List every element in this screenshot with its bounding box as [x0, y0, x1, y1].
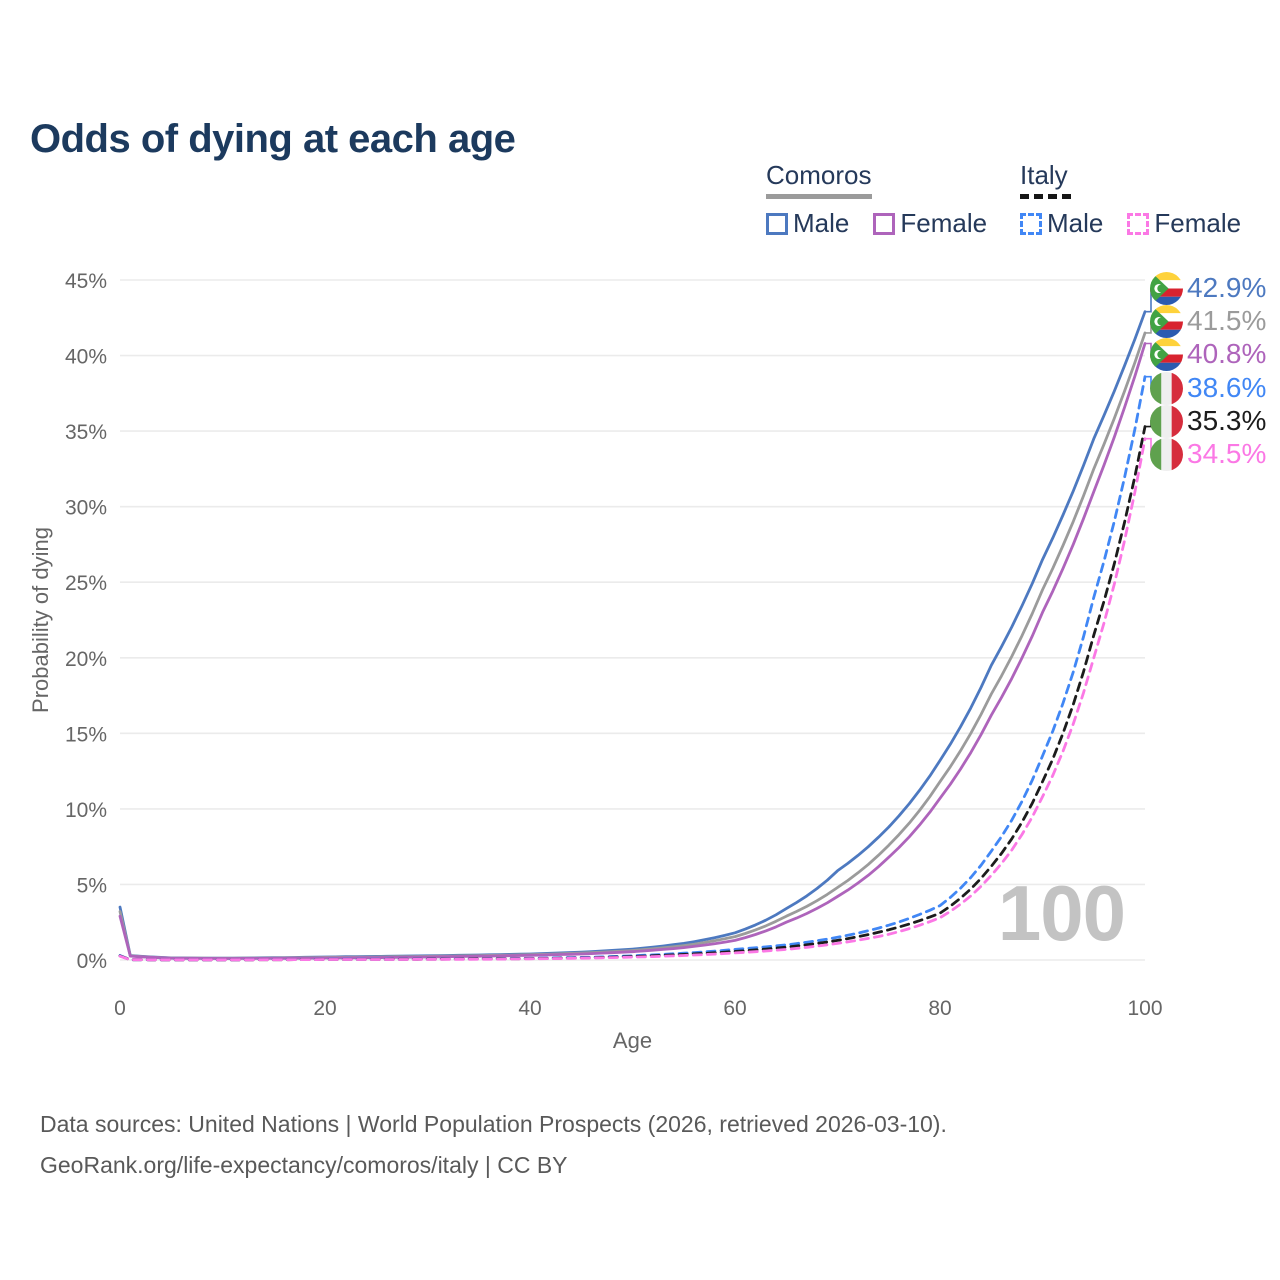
x-tick-label: 40 — [518, 997, 541, 1020]
y-tick-label: 30% — [65, 497, 107, 520]
italy-flag-icon — [1150, 404, 1183, 438]
end-value-label: 40.8% — [1187, 338, 1267, 369]
end-value-label: 35.3% — [1187, 405, 1267, 436]
series-line-comoros-male[interactable] — [118, 310, 1147, 960]
end-label-italy[interactable]: 35.3% — [1150, 404, 1266, 438]
comoros-flag-icon — [1150, 337, 1183, 371]
x-tick-label: 20 — [313, 997, 336, 1020]
y-tick-label: 0% — [77, 950, 107, 973]
italy-flag-icon — [1150, 371, 1183, 405]
comoros-flag-icon — [1150, 304, 1183, 338]
italy-female-swatch-icon — [1127, 212, 1150, 235]
legend-country-italy[interactable]: Italy — [1020, 160, 1068, 190]
legend-italy-line-swatch — [1020, 194, 1072, 199]
source-line-2[interactable]: GeoRank.org/life-expectancy/comoros/ital… — [40, 1152, 568, 1178]
legend-item-comoros-female[interactable]: Female — [873, 208, 987, 239]
series-line-italy-female[interactable] — [118, 437, 1147, 962]
legend-label: Female — [900, 208, 988, 238]
end-value-label: 34.5% — [1187, 438, 1267, 469]
x-tick-label: 80 — [928, 997, 951, 1020]
x-tick-label: 100 — [1127, 997, 1162, 1020]
y-tick-label: 5% — [77, 874, 107, 897]
source-line-1: Data sources: United Nations | World Pop… — [40, 1111, 947, 1137]
age-watermark: 100 — [997, 869, 1126, 957]
legend-group-comoros: Comoros Male Female — [766, 160, 987, 239]
legend-country-comoros[interactable]: Comoros — [766, 160, 872, 190]
legend-comoros-line-swatch — [766, 194, 872, 199]
x-tick-label: 0 — [114, 997, 126, 1020]
end-label-comoros-male[interactable]: 42.9% — [1150, 271, 1266, 305]
chart-canvas: 0% 5% 10% 15% 20% 25% 30% 35% 40% 45% 0 20 40 60 80 100… — [28, 270, 1163, 1053]
legend-group-italy: Italy Male Female — [1020, 160, 1241, 239]
x-axis-title: Age — [613, 1028, 652, 1053]
y-axis-title: Probability of dying — [28, 527, 53, 713]
comoros-flag-icon — [1150, 271, 1183, 305]
y-tick-label: 35% — [65, 421, 107, 444]
y-tick-label: 10% — [65, 799, 107, 822]
italy-flag-icon — [1150, 437, 1183, 471]
y-tick-label: 45% — [65, 270, 107, 293]
legend-label: Male — [793, 208, 850, 238]
y-tick-label: 15% — [65, 723, 107, 746]
legend-item-comoros-male[interactable]: Male — [766, 208, 849, 239]
comoros-male-swatch-icon — [766, 212, 788, 235]
data-sources: Data sources: United Nations | World Pop… — [40, 1104, 947, 1186]
y-tick-label: 25% — [65, 572, 107, 595]
legend-label: Male — [1047, 208, 1104, 238]
chart-legend: Comoros Male Female Italy Male — [0, 160, 1280, 240]
page-title: Odds of dying at each age — [30, 116, 516, 161]
legend-item-italy-male[interactable]: Male — [1020, 208, 1103, 239]
end-value-label: 41.5% — [1187, 305, 1267, 336]
legend-label: Female — [1154, 208, 1242, 238]
end-label-italy-male[interactable]: 38.6% — [1150, 371, 1266, 405]
end-label-italy-female[interactable]: 34.5% — [1150, 437, 1266, 471]
end-label-comoros[interactable]: 41.5% — [1150, 304, 1266, 338]
y-tick-label: 40% — [65, 346, 107, 369]
comoros-female-swatch-icon — [873, 212, 896, 235]
end-value-label: 42.9% — [1187, 272, 1267, 303]
end-value-label: 38.6% — [1187, 372, 1267, 403]
legend-item-italy-female[interactable]: Female — [1127, 208, 1241, 239]
italy-male-swatch-icon — [1020, 212, 1042, 235]
end-label-comoros-female[interactable]: 40.8% — [1150, 337, 1266, 371]
x-tick-label: 60 — [723, 997, 746, 1020]
y-tick-label: 20% — [65, 648, 107, 671]
